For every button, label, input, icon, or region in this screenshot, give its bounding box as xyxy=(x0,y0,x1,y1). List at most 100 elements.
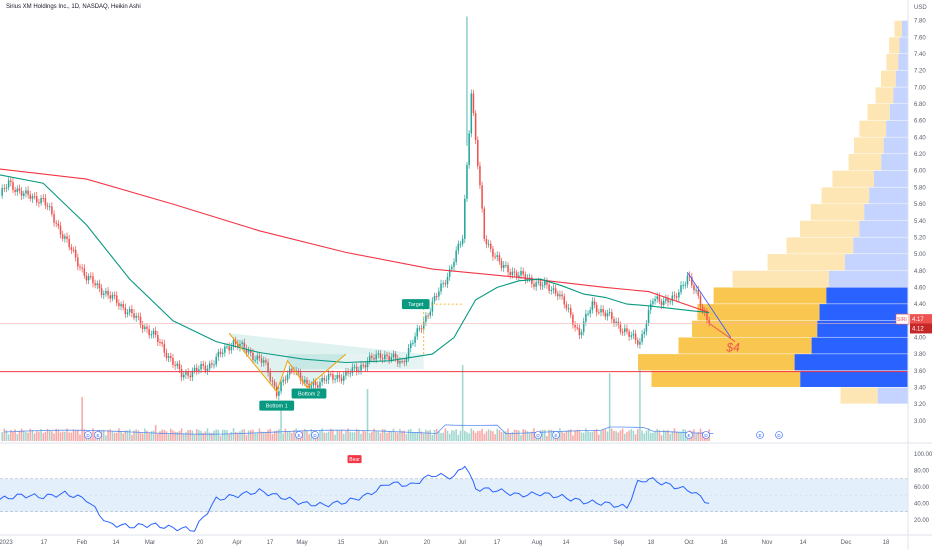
candle-body xyxy=(226,346,228,348)
candle-body xyxy=(371,355,373,359)
volume-bar xyxy=(407,429,410,441)
volume-bar xyxy=(170,428,172,441)
profile-bar xyxy=(869,187,908,204)
candle-body xyxy=(518,275,520,278)
candle-body xyxy=(684,284,687,286)
pattern-zigzag xyxy=(228,332,347,393)
candle-body xyxy=(139,316,142,325)
volume-bar xyxy=(669,433,671,441)
candle-body xyxy=(418,328,421,330)
time-tick-label: Aug xyxy=(532,540,543,546)
price-tick-label: 3.20 xyxy=(914,402,926,408)
candle-body xyxy=(403,361,406,363)
volume-bar xyxy=(247,430,250,441)
candle-body xyxy=(569,308,572,315)
event-marker-letter: D xyxy=(704,433,708,438)
candle-body xyxy=(636,340,639,345)
bottom-2-label: Bottom 2 xyxy=(298,391,320,397)
candle-body xyxy=(589,310,591,314)
candle-body xyxy=(317,384,319,388)
volume-bar xyxy=(602,430,604,441)
volume-bar xyxy=(172,430,174,441)
volume-bar xyxy=(40,428,42,441)
candle-body xyxy=(18,188,21,191)
candle-body xyxy=(628,331,630,337)
candle-body xyxy=(474,113,477,140)
volume-bar xyxy=(561,431,563,441)
volume-bar xyxy=(66,428,68,441)
event-marker-letter: D xyxy=(777,433,781,438)
volume-bar xyxy=(189,429,192,441)
candle-body xyxy=(232,340,235,347)
volume-bar xyxy=(180,428,183,441)
time-tick-label: 17 xyxy=(267,540,274,546)
candle-body xyxy=(148,329,150,336)
candle-body xyxy=(420,328,423,330)
target-label: Target xyxy=(408,302,424,308)
volume-bar xyxy=(77,430,79,441)
candle-body xyxy=(213,364,215,366)
volume-bar xyxy=(329,428,332,441)
candle-body xyxy=(366,361,369,368)
candle-body xyxy=(429,311,431,316)
volume-bar xyxy=(35,430,38,441)
volume-bar xyxy=(567,429,570,441)
time-tick-label: Apr xyxy=(232,540,241,546)
volume-bar xyxy=(113,433,116,441)
candle-body xyxy=(487,243,490,245)
profile-bar xyxy=(638,354,795,371)
candle-body xyxy=(675,296,678,298)
candle-body xyxy=(360,364,362,371)
profile-bar xyxy=(901,20,908,37)
volume-bar xyxy=(425,429,427,441)
candle-body xyxy=(613,319,615,324)
volume-bar xyxy=(118,428,120,441)
volume-bar xyxy=(215,429,217,441)
volume-bar xyxy=(665,430,667,441)
candle-body xyxy=(526,278,529,280)
projection-label: $4 xyxy=(725,341,740,355)
volume-bar xyxy=(481,428,483,441)
candle-body xyxy=(645,323,648,332)
price-tick-label: 4.40 xyxy=(914,302,926,308)
candle-body xyxy=(204,365,207,371)
candle-body xyxy=(665,298,667,301)
volume-bar xyxy=(418,428,421,441)
candle-body xyxy=(70,247,73,250)
volume-bar xyxy=(224,430,226,441)
candle-body xyxy=(200,364,202,370)
volume-bar xyxy=(364,431,367,441)
candle-body xyxy=(531,277,533,284)
volume-bar xyxy=(412,432,414,441)
price-tick-label: 3.80 xyxy=(914,352,926,358)
volume-bar xyxy=(675,432,678,441)
candle-body xyxy=(682,285,684,287)
volume-bar xyxy=(464,430,466,441)
candle-body xyxy=(90,276,92,278)
candle-body xyxy=(237,343,239,348)
candle-body xyxy=(74,249,77,258)
candle-body xyxy=(191,370,194,378)
volume-bar xyxy=(639,369,641,441)
volume-bar xyxy=(388,431,390,441)
candle-body xyxy=(414,336,416,343)
profile-bar xyxy=(829,270,908,287)
candle-body xyxy=(669,301,671,303)
candle-body xyxy=(362,364,364,366)
volume-bar xyxy=(474,432,477,441)
candle-body xyxy=(29,194,32,199)
candle-body xyxy=(219,351,222,354)
candle-body xyxy=(394,353,397,359)
volume-bar xyxy=(150,431,153,441)
candle-body xyxy=(353,366,356,368)
volume-bar xyxy=(606,431,609,441)
candle-body xyxy=(10,180,12,183)
volume-bar xyxy=(163,429,166,441)
candle-body xyxy=(12,182,14,190)
volume-bar xyxy=(381,429,384,441)
price-tick-label: 7.00 xyxy=(914,85,926,91)
time-tick-label: 16 xyxy=(721,540,728,546)
candle-body xyxy=(48,206,51,208)
volume-bar xyxy=(133,430,135,441)
